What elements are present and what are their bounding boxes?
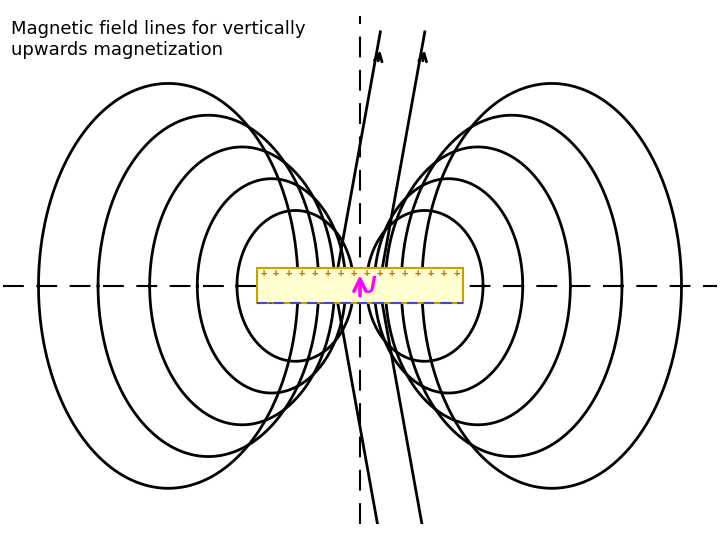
Text: +: + <box>377 268 382 278</box>
Text: Magnetic field lines for vertically
upwards magnetization: Magnetic field lines for vertically upwa… <box>11 20 305 59</box>
Text: +: + <box>454 268 460 278</box>
Text: -: - <box>370 297 375 310</box>
Text: +: + <box>402 268 408 278</box>
Text: J: J <box>370 275 377 293</box>
Text: +: + <box>364 268 369 278</box>
Text: +: + <box>415 268 421 278</box>
Text: -: - <box>448 297 453 310</box>
Text: +: + <box>273 268 279 278</box>
Text: +: + <box>338 268 343 278</box>
Text: +: + <box>286 268 292 278</box>
Text: -: - <box>422 297 427 310</box>
Text: +: + <box>351 268 356 278</box>
Text: +: + <box>325 268 331 278</box>
Text: -: - <box>345 297 350 310</box>
Text: +: + <box>428 268 434 278</box>
Text: +: + <box>260 268 266 278</box>
Text: -: - <box>267 297 272 310</box>
Text: +: + <box>299 268 305 278</box>
Text: +: + <box>389 268 395 278</box>
Text: +: + <box>441 268 447 278</box>
Text: +: + <box>312 268 318 278</box>
Text: -: - <box>293 297 298 310</box>
Text: -: - <box>319 297 324 310</box>
Bar <box>257 268 463 303</box>
Text: -: - <box>396 297 401 310</box>
